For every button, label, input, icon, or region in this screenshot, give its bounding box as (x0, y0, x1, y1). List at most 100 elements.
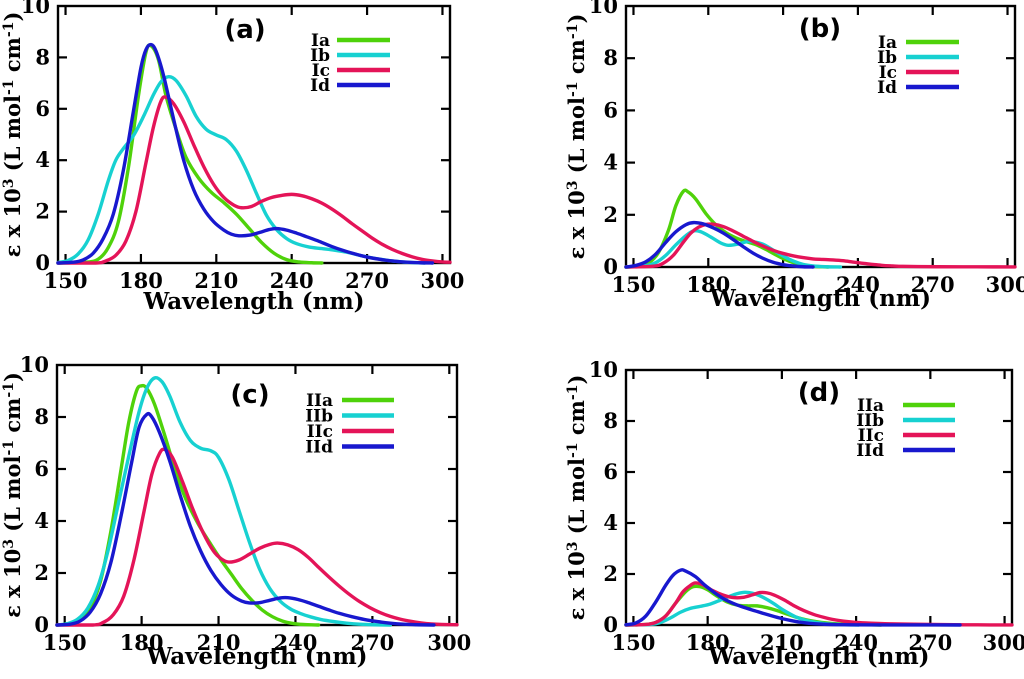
y-tick-label: 0 (35, 250, 50, 275)
legend-label-IIa: IIa (306, 391, 333, 411)
legend-label-IId: IId (305, 438, 333, 458)
y-tick-label: 8 (34, 404, 49, 429)
legend-label-IIc: IIc (307, 422, 333, 442)
panel-title: (b) (799, 14, 841, 44)
series-IIc-curve (55, 447, 459, 627)
y-tick-label: 8 (603, 45, 618, 70)
y-tick-label: 4 (35, 147, 50, 172)
y-tick-label: 10 (589, 0, 618, 18)
y-tick-label: 4 (603, 150, 618, 175)
y-tick-label: 6 (34, 456, 49, 481)
panel-d: 150 180 210 240 270 300 0 2 4 6 8 10 IIa IIb IIc IId (d)… (512, 340, 1024, 679)
legend-label-IId: IId (856, 441, 884, 461)
y-axis-label: ε x 103 (L mol-1 cm-1) (0, 12, 25, 258)
x-axis-label: Wavelength (nm) (145, 643, 367, 670)
legend-label-Ib: Ib (310, 46, 330, 66)
tick-marks (57, 365, 457, 625)
x-tick-label: 240 (836, 272, 880, 297)
y-tick-label: 8 (35, 44, 50, 69)
legend-label-Ib: Ib (877, 48, 897, 68)
legend-label-IIb: IIb (856, 411, 884, 431)
y-tick-label: 10 (21, 0, 50, 18)
y-tick-label: 6 (603, 459, 618, 484)
x-axis-label: Wavelength (nm) (707, 643, 929, 670)
x-tick-label: 300 (986, 272, 1024, 297)
x-tick-label: 270 (908, 630, 952, 655)
x-tick-label: 150 (612, 272, 656, 297)
panel-b: 150 180 210 240 270 300 0 2 4 6 8 10 Ia Ib Ic Id (b) Wave… (512, 0, 1024, 340)
x-tick-label: 180 (686, 272, 730, 297)
y-tick-label: 10 (20, 352, 49, 377)
y-tick-label: 0 (603, 254, 618, 279)
legend-label-Ia: Ia (311, 31, 330, 51)
x-tick-label: 270 (911, 272, 955, 297)
x-tick-label: 300 (983, 630, 1024, 655)
series-IIb-curve (624, 590, 861, 627)
x-tick-label: 240 (834, 630, 878, 655)
tick-marks (626, 370, 1012, 625)
series-IId-curve (624, 568, 962, 627)
legend-label-Id: Id (877, 78, 897, 98)
legend-label-Id: Id (310, 76, 330, 96)
x-tick-label: 210 (197, 630, 241, 655)
series-Ic-curve (624, 222, 1017, 269)
series-group (56, 42, 452, 265)
series-IIc-curve (624, 581, 1014, 627)
legend-label-Ic: Ic (312, 61, 330, 81)
y-tick-label: 10 (589, 357, 618, 382)
y-tick-label: 2 (603, 202, 618, 227)
y-tick-label: 0 (34, 612, 49, 637)
plot-frame (56, 4, 452, 265)
x-tick-label: 210 (194, 268, 238, 293)
y-tick-label: 0 (603, 612, 618, 637)
x-tick-label: 240 (274, 630, 318, 655)
series-group (624, 188, 1017, 269)
plot-frame (624, 368, 1014, 627)
x-tick-label: 150 (612, 630, 656, 655)
x-tick-label: 150 (44, 268, 88, 293)
x-tick-label: 180 (119, 268, 163, 293)
plot-frame (55, 363, 459, 627)
panel-title: (c) (230, 380, 269, 410)
x-tick-label: 180 (120, 630, 164, 655)
x-tick-label: 270 (350, 630, 394, 655)
x-tick-label: 210 (760, 630, 804, 655)
y-tick-label: 2 (34, 560, 49, 585)
legend-label-Ia: Ia (878, 33, 897, 53)
panel-a: 150 180 210 240 270 300 0 2 4 6 8 10 Ia Ib Ic Id (a) Wave… (0, 0, 512, 340)
legend-label-Ic: Ic (879, 63, 897, 83)
y-axis-label: ε x 103 (L mol-1 cm-1) (564, 375, 589, 621)
x-tick-label: 210 (761, 272, 805, 297)
series-Ib-curve (624, 228, 843, 269)
x-tick-label: 300 (427, 630, 471, 655)
x-tick-label: 240 (270, 268, 314, 293)
legend-label-IIb: IIb (305, 407, 333, 427)
series-IIb-curve (55, 376, 393, 627)
series-group (55, 376, 459, 627)
x-tick-label: 180 (686, 630, 730, 655)
series-Id-curve (624, 220, 815, 269)
tick-marks (626, 6, 1015, 267)
y-tick-label: 2 (35, 199, 50, 224)
panel-c: 150 180 210 240 270 300 0 2 4 6 8 10 IIa IIb IIc IId (c)… (0, 340, 512, 679)
y-tick-label: 8 (603, 408, 618, 433)
legend-label-IIa: IIa (857, 396, 884, 416)
y-axis-label: ε x 103 (L mol-1 cm-1) (564, 14, 589, 260)
y-tick-label: 6 (603, 97, 618, 122)
y-tick-label: 6 (35, 96, 50, 121)
series-Id-curve (56, 42, 435, 265)
y-axis-label: ε x 103 (L mol-1 cm-1) (0, 372, 25, 618)
x-tick-label: 300 (421, 268, 465, 293)
series-Ic-curve (56, 95, 452, 265)
x-tick-label: 270 (345, 268, 389, 293)
panel-title: (d) (798, 378, 840, 408)
